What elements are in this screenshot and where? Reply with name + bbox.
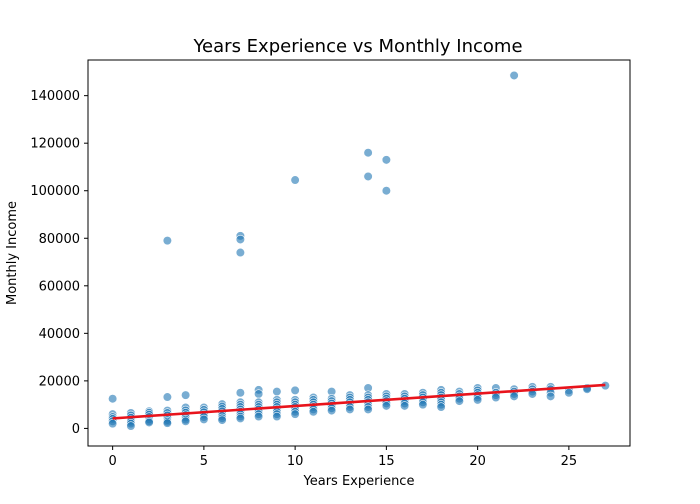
data-point: [235, 234, 245, 245]
trend-line: [112, 383, 606, 420]
data-point: [381, 155, 391, 165]
y-axis: 0 20000 40000 60000 80000 100000 120000 140000: [30, 89, 88, 437]
trend-layer: [112, 383, 606, 420]
data-point: [235, 247, 245, 258]
y-axis-label: Monthly Income: [5, 201, 20, 305]
y-tick-label: 20000: [39, 374, 80, 389]
data-point: [108, 394, 118, 404]
data-point: [162, 392, 172, 402]
data-point: [546, 391, 556, 401]
data-point: [363, 404, 373, 414]
data-point: [436, 402, 446, 412]
data-point: [363, 171, 373, 182]
data-point: [181, 416, 191, 426]
data-point: [254, 389, 264, 399]
data-point: [272, 411, 282, 422]
data-point: [272, 386, 282, 397]
data-point: [235, 388, 245, 398]
x-tick-label: 5: [200, 454, 208, 469]
data-point: [290, 409, 300, 419]
data-point: [144, 417, 154, 428]
data-point: [509, 391, 519, 401]
data-point: [181, 390, 191, 400]
points-layer: [108, 70, 610, 431]
data-point: [199, 414, 209, 424]
y-tick-label: 40000: [39, 327, 80, 342]
data-point: [564, 388, 574, 398]
data-point: [126, 421, 136, 431]
data-point: [254, 411, 264, 422]
data-point: [509, 70, 519, 81]
data-point: [327, 405, 337, 416]
data-point: [290, 385, 300, 395]
data-point: [217, 415, 227, 425]
data-point: [454, 396, 464, 406]
y-tick-label: 60000: [39, 279, 80, 294]
plot-area-frame: [87, 59, 631, 447]
y-tick-label: 100000: [30, 184, 80, 199]
x-tick-label: 0: [108, 454, 116, 469]
data-point: [381, 186, 391, 196]
data-point: [162, 236, 172, 246]
data-point: [491, 392, 501, 403]
data-point: [162, 418, 172, 428]
data-point: [108, 419, 118, 429]
x-axis-label: Years Experience: [303, 474, 415, 489]
data-point: [363, 148, 373, 158]
y-tick-label: 120000: [30, 137, 80, 152]
data-point: [418, 400, 428, 410]
data-point: [235, 413, 245, 424]
data-point: [400, 401, 410, 411]
data-point: [290, 175, 300, 185]
x-axis: 0 5 10 15 20 25: [108, 446, 577, 469]
x-tick-label: 10: [287, 454, 304, 469]
y-tick-label: 140000: [30, 89, 80, 104]
chart-title: Years Experience vs Monthly Income: [192, 36, 522, 57]
x-tick-label: 15: [378, 454, 395, 469]
data-point: [345, 404, 355, 414]
data-point: [381, 401, 391, 411]
x-tick-label: 25: [561, 454, 578, 469]
data-point: [308, 407, 318, 417]
y-tick-label: 0: [72, 422, 80, 437]
x-tick-label: 20: [469, 454, 486, 469]
y-tick-label: 80000: [39, 232, 80, 247]
data-point: [473, 395, 483, 405]
